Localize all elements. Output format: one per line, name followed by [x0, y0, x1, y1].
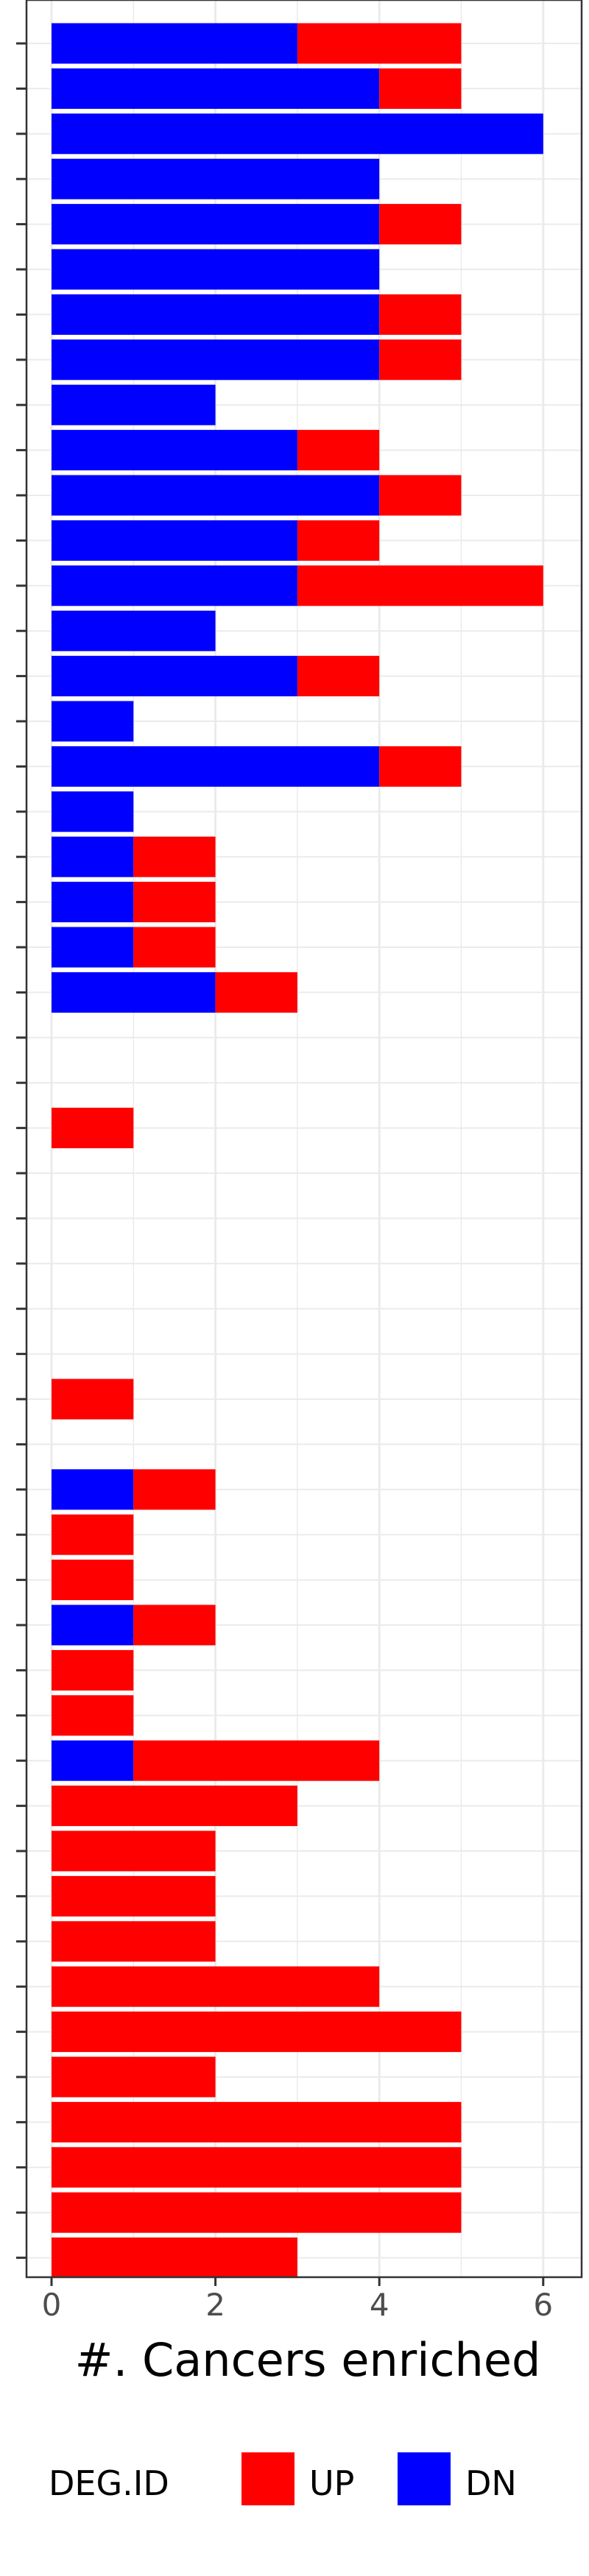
- bar-up: [379, 204, 462, 245]
- x-tick-label: 6: [533, 2287, 553, 2323]
- bar-dn: [52, 610, 216, 651]
- bar-dn: [52, 158, 380, 199]
- bar-up: [379, 294, 462, 335]
- bar-up: [297, 430, 380, 471]
- bar-up: [52, 1379, 134, 1420]
- bar-dn: [52, 339, 380, 381]
- bar-dn: [52, 1604, 134, 1646]
- bar-up: [297, 520, 380, 561]
- bar-up: [52, 2056, 216, 2098]
- bar-dn: [52, 656, 297, 697]
- bar-dn: [52, 1469, 134, 1510]
- bar-up: [52, 1695, 134, 1736]
- bar-dn: [52, 249, 380, 290]
- bar-up: [379, 475, 462, 516]
- bar-up: [52, 2192, 462, 2233]
- bar-up: [52, 2147, 462, 2188]
- bar-up: [133, 1740, 380, 1781]
- bars: [52, 23, 543, 2279]
- bar-up: [133, 1469, 216, 1510]
- bar-dn: [52, 701, 134, 742]
- bar-up: [52, 1560, 134, 1601]
- legend-key-up: [241, 2452, 294, 2505]
- bar-up: [52, 1921, 216, 1962]
- bar-up: [52, 2011, 462, 2053]
- bar-up: [297, 656, 380, 697]
- bar-up: [133, 1604, 216, 1646]
- bar-up: [52, 1966, 380, 2007]
- bar-dn: [52, 23, 297, 64]
- bar-up: [379, 339, 462, 381]
- bar-up: [52, 1649, 134, 1691]
- x-tick-labels: 0 2 4 6: [42, 2287, 554, 2323]
- bar-dn: [52, 882, 134, 923]
- bar-up: [52, 2237, 297, 2279]
- bar-dn: [52, 565, 297, 606]
- bar-dn: [52, 113, 543, 155]
- legend-key-dn: [398, 2452, 451, 2505]
- bar-up: [52, 1108, 134, 1149]
- bar-up: [133, 882, 216, 923]
- legend: DEG.ID UP DN: [49, 2452, 517, 2505]
- legend-label-up: UP: [309, 2463, 354, 2503]
- x-axis-title: #. Cancers enriched: [75, 2333, 541, 2387]
- bar-dn: [52, 475, 380, 516]
- bar-up: [52, 1786, 297, 1827]
- bar-dn: [52, 791, 134, 832]
- bar-dn: [52, 68, 380, 109]
- axis-ticks: [16, 42, 545, 2286]
- legend-label-dn: DN: [465, 2463, 517, 2503]
- bar-up: [52, 1875, 216, 1917]
- bar-up: [52, 1830, 216, 1872]
- bar-up: [52, 1514, 134, 1555]
- bar-up: [52, 2101, 462, 2142]
- bar-up: [133, 836, 216, 877]
- bar-dn: [52, 1740, 134, 1781]
- bar-dn: [52, 746, 380, 787]
- bar-dn: [52, 294, 380, 335]
- bar-dn: [52, 836, 134, 877]
- bar-up: [215, 972, 297, 1013]
- bar-up: [379, 68, 462, 109]
- x-tick-label: 2: [205, 2287, 225, 2323]
- bar-up: [133, 927, 216, 968]
- bar-up: [379, 746, 462, 787]
- bar-dn: [52, 927, 134, 968]
- bar-dn: [52, 384, 216, 425]
- bar-dn: [52, 520, 297, 561]
- legend-title: DEG.ID: [49, 2463, 169, 2503]
- bar-up: [297, 23, 462, 64]
- x-tick-label: 0: [42, 2287, 62, 2323]
- bar-dn: [52, 972, 216, 1013]
- bar-up: [297, 565, 543, 606]
- bar-dn: [52, 204, 380, 245]
- x-tick-label: 4: [370, 2287, 389, 2323]
- panel-border: [25, 0, 583, 2279]
- bar-dn: [52, 430, 297, 471]
